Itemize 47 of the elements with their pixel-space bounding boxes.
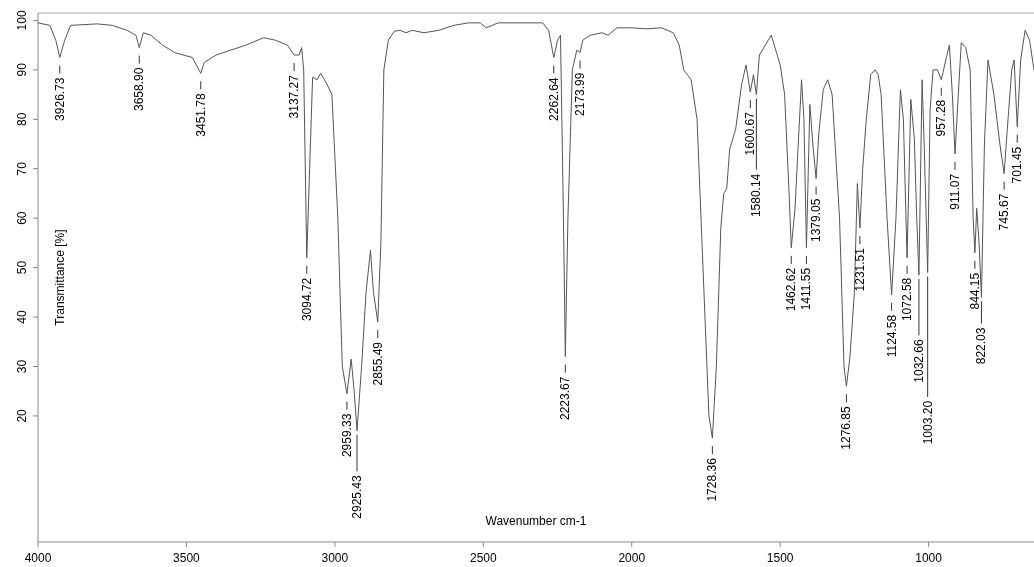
x-tick-label: 1500 bbox=[766, 551, 794, 565]
annotation: 1003.20 bbox=[920, 400, 935, 445]
x-axis-title: Wavenumber cm-1 bbox=[485, 514, 587, 528]
annotation: 2959.33 bbox=[339, 413, 354, 458]
annotation: 745.67 bbox=[997, 193, 1012, 231]
annotation: 1379.05 bbox=[809, 198, 824, 243]
y-tick-label: 40 bbox=[15, 310, 29, 324]
annotation: 1728.36 bbox=[705, 457, 720, 502]
annotation: 1276.85 bbox=[839, 405, 854, 450]
annotation: 3137.27 bbox=[287, 74, 302, 119]
annotation: 822.03 bbox=[974, 327, 989, 365]
x-tick-label: 3500 bbox=[173, 551, 201, 565]
annotation: 844.15 bbox=[967, 272, 982, 310]
annotation: 2223.67 bbox=[558, 376, 573, 420]
y-tick-label: 50 bbox=[15, 260, 29, 275]
x-tick-label: 2000 bbox=[618, 551, 646, 565]
annotation: 3451.78 bbox=[193, 93, 208, 137]
y-tick-label: 30 bbox=[15, 359, 29, 374]
annotation: 1600.67 bbox=[743, 111, 758, 156]
annotation: 1032.66 bbox=[911, 339, 926, 383]
y-tick-label: 80 bbox=[15, 112, 29, 126]
annotation: 2173.99 bbox=[573, 72, 588, 116]
annotation: 2855.49 bbox=[370, 341, 385, 386]
annotation: 3658.90 bbox=[132, 67, 147, 111]
y-tick-label: 90 bbox=[15, 62, 29, 77]
y-tick-label: 70 bbox=[15, 161, 29, 176]
annotation: 1231.51 bbox=[852, 247, 867, 292]
annotation: 1072.58 bbox=[900, 277, 915, 322]
y-tick-label: 20 bbox=[15, 408, 29, 423]
x-tick-label: 2500 bbox=[469, 551, 497, 565]
annotation: 1580.14 bbox=[749, 173, 764, 218]
annotation: 957.28 bbox=[934, 99, 949, 137]
x-tick-label: 1000 bbox=[915, 551, 943, 565]
annotation: 701.45 bbox=[1010, 146, 1025, 184]
annotation: 3926.73 bbox=[52, 77, 67, 121]
annotation: 3094.72 bbox=[299, 277, 314, 322]
y-tick-label: 60 bbox=[15, 211, 29, 225]
annotation: 1462.62 bbox=[784, 267, 799, 312]
annotation: 1124.58 bbox=[884, 314, 899, 358]
y-tick-label: 100 bbox=[15, 10, 29, 31]
x-tick-label: 3000 bbox=[321, 551, 349, 565]
annotation: 1411.55 bbox=[799, 267, 814, 311]
annotation: 911.07 bbox=[948, 173, 963, 210]
y-axis-title: Transmittance [%] bbox=[53, 229, 67, 326]
x-tick-label: 4000 bbox=[24, 551, 52, 565]
annotation: 2925.43 bbox=[350, 474, 365, 519]
annotation: 2262.64 bbox=[546, 77, 561, 121]
